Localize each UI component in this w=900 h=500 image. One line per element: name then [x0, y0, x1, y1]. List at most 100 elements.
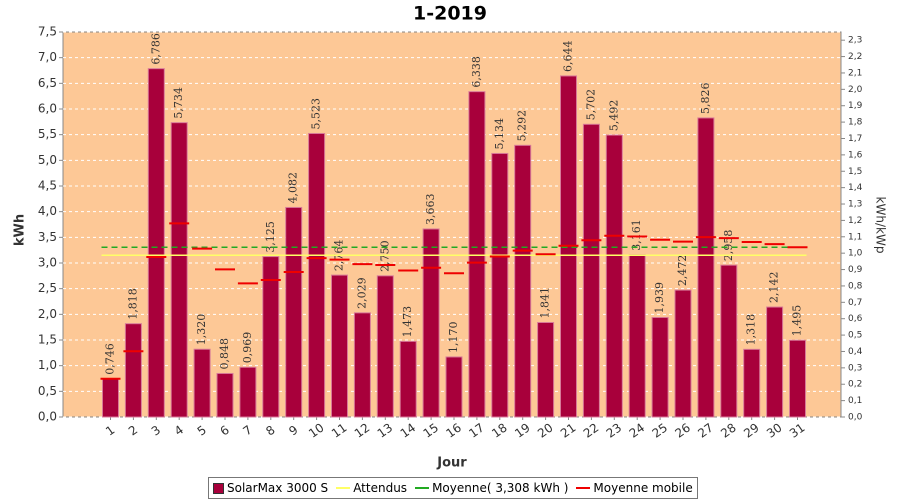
y2-tick-label: 0,9 — [848, 265, 863, 275]
bar-value-label: 2,029 — [355, 277, 368, 309]
y2-tick-label: 0,2 — [848, 380, 862, 390]
bar — [445, 356, 463, 418]
x-tick-label: 4 — [172, 423, 186, 439]
chart: 1-2019 kWh kWh/kWp Jour 0,00,51,01,52,02… — [13, 3, 888, 471]
legend-label: Attendus — [353, 481, 408, 495]
bar — [285, 206, 303, 418]
bar — [491, 152, 509, 418]
x-tick-label: 9 — [286, 423, 300, 439]
x-tick-label: 16 — [443, 420, 464, 440]
x-tick-label: 8 — [263, 423, 277, 439]
bar-value-label: 1,818 — [126, 288, 139, 320]
bar-value-label: 6,786 — [149, 33, 162, 65]
bar-value-label: 5,523 — [310, 98, 323, 130]
y2-tick-label: 1,2 — [848, 216, 862, 226]
bar-value-label: 0,746 — [104, 343, 117, 375]
bar — [468, 91, 486, 418]
y2-tick-label: 2,2 — [848, 52, 862, 62]
legend-swatch — [213, 482, 224, 494]
bar — [720, 264, 738, 418]
x-tick-label: 7 — [240, 423, 254, 439]
y2-tick-label: 1,1 — [848, 232, 862, 242]
y-tick-label: 5,0 — [38, 153, 57, 167]
bar — [537, 321, 555, 418]
x-tick-label: 10 — [306, 420, 327, 440]
y2-tick-label: 1,0 — [848, 249, 863, 259]
y2-tick-label: 2,0 — [848, 85, 863, 95]
bar — [193, 348, 211, 418]
y-tick-label: 2,0 — [38, 307, 57, 321]
bar — [697, 117, 715, 418]
y-tick-label: 6,0 — [38, 102, 57, 116]
bar-value-label: 1,495 — [791, 305, 804, 337]
y2-tick-label: 1,9 — [848, 101, 863, 111]
x-tick-label: 14 — [398, 420, 419, 440]
x-tick-label: 30 — [764, 420, 785, 440]
x-tick-label: 13 — [375, 420, 396, 440]
x-tick-label: 22 — [581, 420, 602, 440]
legend-item: Moyenne mobile — [576, 481, 693, 495]
legend-swatch — [415, 487, 430, 489]
x-tick-label: 17 — [466, 420, 487, 440]
x-tick-label: 18 — [489, 420, 510, 440]
bar-value-label: 3,125 — [264, 221, 277, 253]
y2-tick-label: 1,6 — [848, 150, 863, 160]
bar-value-label: 6,644 — [562, 40, 575, 72]
bar-value-label: 0,848 — [218, 338, 231, 370]
bar — [262, 256, 280, 418]
y2-tick-label: 0,8 — [848, 281, 863, 291]
y-tick-label: 7,0 — [38, 50, 57, 64]
legend: SolarMax 3000 S Attendus Moyenne( 3,308 kW… — [208, 477, 698, 499]
bar — [239, 366, 257, 418]
y2-tick-label: 1,4 — [848, 183, 863, 193]
y-tick-label: 5,5 — [38, 127, 57, 141]
legend-swatch — [576, 487, 591, 489]
legend-label: SolarMax 3000 S — [227, 481, 329, 495]
x-tick-label: 27 — [695, 420, 716, 440]
bar — [216, 372, 234, 418]
y2-tick-label: 1,8 — [848, 118, 863, 128]
bar — [124, 323, 142, 418]
x-tick-label: 5 — [195, 423, 209, 439]
y-tick-label: 4,0 — [38, 204, 57, 218]
bar-value-label: 6,338 — [470, 56, 483, 88]
bar — [628, 254, 646, 418]
y2-axis-label: kWh/kWp — [874, 197, 888, 254]
bar — [308, 132, 326, 418]
x-tick-label: 23 — [604, 420, 625, 440]
x-tick-label: 29 — [741, 420, 762, 440]
bar-value-label: 2,750 — [378, 240, 391, 272]
bar-value-label: 2,472 — [676, 255, 689, 287]
bar-value-label: 5,292 — [516, 110, 529, 142]
y2-tick-label: 1,7 — [848, 134, 862, 144]
y2-tick-label: 2,1 — [848, 68, 862, 78]
bar-value-label: 5,134 — [493, 118, 506, 150]
y-tick-label: 1,0 — [38, 358, 57, 372]
x-tick-label: 31 — [787, 420, 808, 440]
bar-value-label: 1,318 — [745, 314, 758, 346]
bar — [514, 144, 532, 418]
bar — [422, 228, 440, 418]
bar — [147, 68, 165, 418]
y-tick-label: 1,5 — [38, 333, 57, 347]
x-tick-label: 19 — [512, 420, 533, 440]
x-axis-label: Jour — [436, 456, 467, 471]
bar — [651, 316, 669, 418]
bar-value-label: 5,492 — [607, 100, 620, 132]
bar-value-label: 5,734 — [172, 87, 185, 119]
bar — [582, 123, 600, 418]
x-tick-label: 21 — [558, 420, 579, 440]
y2-tick-label: 0,4 — [848, 347, 863, 357]
bar — [376, 275, 394, 418]
bar-value-label: 5,702 — [584, 89, 597, 121]
bar-value-label: 1,841 — [539, 287, 552, 319]
legend-item: Moyenne( 3,308 kWh ) — [415, 481, 568, 495]
y2-tick-label: 1,5 — [848, 167, 862, 177]
legend-item: Attendus — [336, 481, 407, 495]
bar — [331, 274, 348, 418]
y2-tick-label: 1,3 — [848, 200, 862, 210]
y2-tick-label: 0,6 — [848, 314, 863, 324]
bar-value-label: 3,663 — [424, 193, 437, 225]
bar — [353, 312, 371, 418]
